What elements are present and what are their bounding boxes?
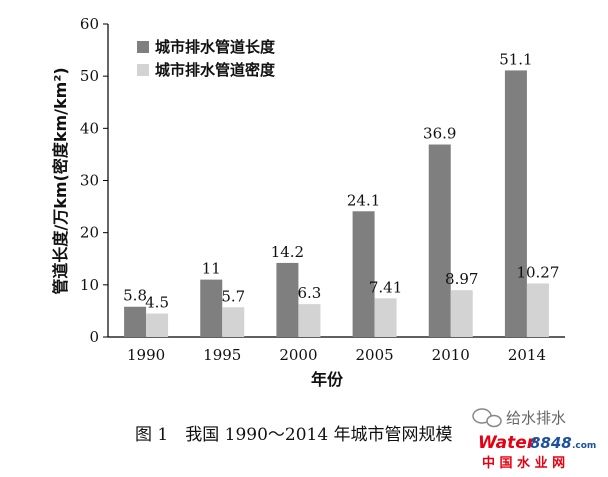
- logo-word: Water: [478, 433, 537, 453]
- legend-label-length: 城市排水管道长度: [155, 38, 276, 56]
- x-tick-label: 1990: [127, 346, 165, 364]
- legend: 城市排水管道长度 城市排水管道密度: [137, 38, 276, 79]
- bar-density: [526, 283, 549, 337]
- x-tick-label: 1995: [203, 346, 241, 364]
- figure-caption: 图 1 我国 1990～2014 年城市管网规模: [135, 425, 453, 445]
- logo-domain: .com: [572, 441, 596, 451]
- y-axis-title: 管道长度/万km(密度km/km²): [51, 67, 70, 294]
- bar-density: [450, 290, 473, 337]
- x-axis-title: 年份: [311, 370, 344, 389]
- bar-density: [146, 313, 169, 337]
- bar-density: [298, 304, 321, 337]
- y-ticks: 0 10 20 30 40 50 60: [80, 15, 108, 346]
- x-tick-label: 2014: [508, 346, 546, 364]
- data-label: 5.8: [123, 287, 147, 305]
- wechat-account-name: 给水排水: [506, 409, 566, 427]
- bars: 5.84.5 115.7 14.2 6.3 24.1 7.41 36.9 8.97 51.1 10…: [123, 50, 559, 337]
- x-ticks: 1990 1995 2000 2005 2010 2014: [127, 346, 546, 364]
- bar-length: [428, 144, 451, 337]
- y-tick-label: 40: [80, 119, 99, 137]
- data-label: 6.3: [297, 284, 321, 302]
- y-tick-label: 50: [80, 67, 99, 85]
- data-label: 14.2: [271, 243, 304, 261]
- data-label: 24.1: [347, 191, 380, 209]
- y-tick-label: 0: [89, 328, 99, 346]
- data-label: 36.9: [423, 125, 456, 143]
- bar-length: [124, 306, 147, 337]
- x-tick-label: 2010: [432, 346, 470, 364]
- data-label: 4.5: [145, 294, 169, 312]
- bar-density: [374, 298, 397, 337]
- bar-length: [504, 70, 527, 337]
- data-label: 7.41: [369, 278, 402, 296]
- legend-swatch-density: [137, 64, 149, 76]
- logo-subtitle: 中 国 水 业 网: [482, 455, 565, 471]
- bar-length: [200, 279, 223, 337]
- logo-number: 8848: [530, 434, 572, 452]
- bar-length: [276, 262, 299, 337]
- data-label: 51.1: [499, 50, 532, 68]
- x-tick-label: 2000: [279, 346, 317, 364]
- legend-swatch-length: [137, 41, 149, 53]
- y-tick-label: 10: [80, 276, 99, 294]
- data-label: 5.7: [221, 287, 245, 305]
- y-tick-label: 30: [80, 172, 99, 190]
- data-label: 8.97: [445, 270, 478, 288]
- data-label: 10.27: [516, 263, 559, 281]
- legend-label-density: 城市排水管道密度: [155, 61, 276, 79]
- y-tick-label: 20: [80, 224, 99, 242]
- data-label: 11: [202, 260, 221, 278]
- watermark: 给水排水 Water 8848 .com 中 国 水 业 网: [472, 408, 596, 471]
- bar-density: [222, 307, 245, 337]
- x-tick-label: 2005: [355, 346, 393, 364]
- bar-length: [352, 211, 375, 337]
- wechat-icon: [472, 408, 502, 428]
- y-tick-label: 60: [80, 15, 99, 33]
